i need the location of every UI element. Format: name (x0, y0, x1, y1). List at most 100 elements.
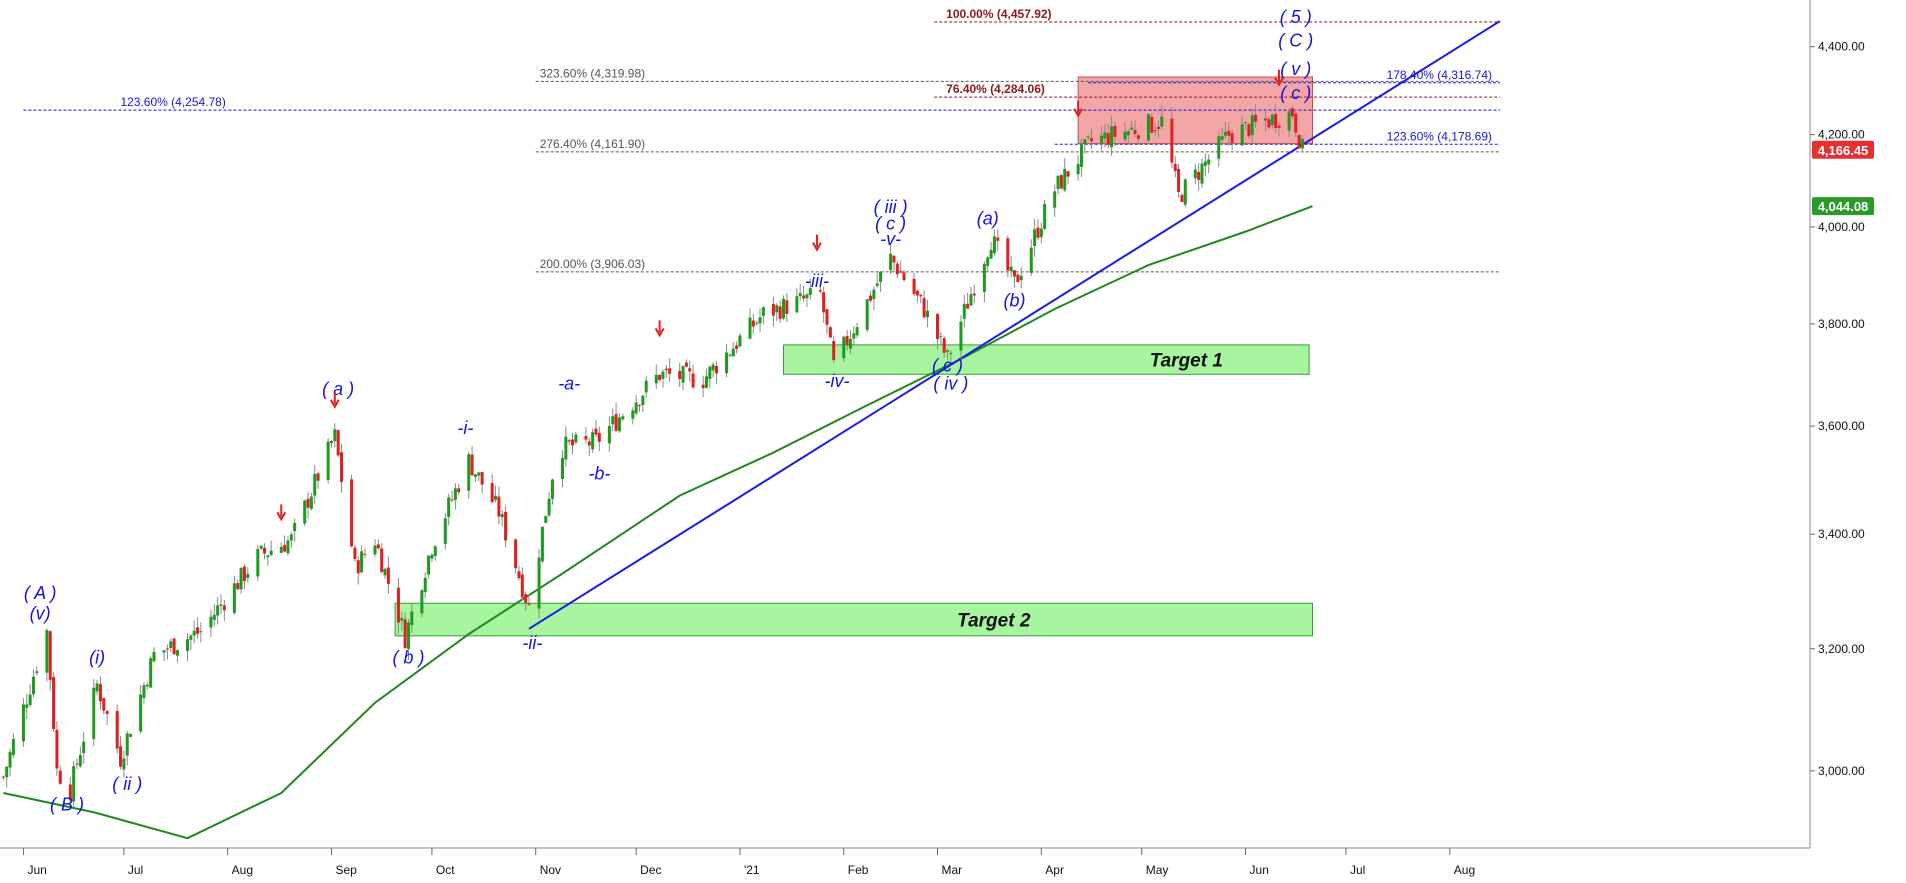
candle-body (35, 671, 39, 674)
candle-body (547, 498, 551, 516)
candle-body (340, 452, 344, 483)
candle-body (725, 352, 729, 374)
candle-body (922, 298, 926, 318)
arrows-layer (276, 69, 1284, 522)
trendline (528, 20, 1501, 630)
candle-body (78, 755, 82, 767)
candle-body (982, 263, 986, 292)
wave-label: (i) (89, 648, 105, 668)
candle-body (125, 733, 129, 756)
candle-body (771, 303, 775, 316)
candle-body (1036, 227, 1040, 238)
candle-body (614, 414, 618, 431)
candle-body (875, 283, 879, 287)
wave-label: ( a ) (322, 379, 354, 399)
candle-body (266, 555, 270, 558)
candle-body (28, 694, 32, 705)
fib-level-label: 200.00% (3,906.03) (540, 257, 645, 271)
candle-body (1113, 126, 1117, 137)
candle-body (869, 295, 873, 301)
candle-body (1056, 175, 1060, 190)
wave-label: ( c ) (875, 213, 906, 233)
candle-body (75, 763, 79, 765)
moving-average-line (3, 205, 1313, 840)
candle-body (457, 488, 461, 493)
candle-body (1133, 130, 1137, 135)
candle-body (607, 426, 611, 444)
wave-label: -v- (880, 229, 901, 249)
candle-body (1019, 275, 1023, 281)
candle-body (259, 545, 263, 549)
candle-body (152, 651, 156, 662)
candle-body (966, 303, 970, 309)
candle-body (420, 590, 424, 614)
candle-body (316, 473, 320, 481)
candle-body (684, 362, 688, 367)
candle-body (962, 303, 966, 319)
candle-body (450, 499, 454, 501)
candle-body (818, 289, 822, 292)
candle-body (430, 554, 434, 559)
candle-body (872, 289, 876, 300)
y-axis: 3,000.00 3,200.00 3,400.00 3,600.00 3,800.00… (1809, 0, 1865, 848)
candle-body (902, 272, 906, 281)
candle-body (326, 441, 330, 480)
y-tick-label: 3,400.00 (1818, 527, 1865, 541)
candle-body (453, 488, 457, 500)
candle-body (216, 605, 220, 616)
price-badge (1812, 197, 1874, 216)
candle-body (1183, 179, 1187, 205)
wave-label: (a) (977, 209, 999, 229)
candle-body (1059, 175, 1063, 189)
candle-body (380, 548, 384, 573)
candle-body (1110, 126, 1114, 148)
candle-body (350, 479, 354, 547)
candle-body (889, 253, 893, 271)
y-tick-label: 4,400.00 (1818, 40, 1865, 54)
candle-body (1267, 119, 1271, 128)
candle-body (925, 310, 929, 318)
candle-body (52, 677, 56, 730)
candle-body (1079, 143, 1083, 167)
candle-body (802, 295, 806, 299)
down-arrow-icon (329, 391, 340, 409)
candle-body (654, 374, 658, 384)
candle-body (212, 614, 216, 620)
candle-body (688, 368, 692, 372)
candle-body (490, 483, 494, 503)
candle-body (279, 546, 283, 553)
candle-body (139, 694, 143, 732)
candle-body (969, 294, 973, 306)
candle-body (406, 622, 410, 649)
candle-body (82, 741, 86, 754)
candle-body (1247, 124, 1251, 137)
candle-body (574, 434, 578, 443)
candle-body (58, 770, 62, 784)
x-tick-label: Nov (540, 863, 561, 877)
wave-label: -b- (588, 463, 610, 483)
x-tick-label: Oct (436, 863, 455, 877)
price-badge-label: 4,044.08 (1818, 199, 1869, 214)
x-tick-label: Jun (1250, 863, 1269, 877)
candle-body (1043, 203, 1047, 229)
candle-body (892, 255, 896, 263)
candle-body (196, 627, 200, 634)
candle-body (92, 687, 96, 739)
candle-body (313, 474, 317, 496)
target-zone (394, 602, 1313, 637)
candle-body (832, 341, 836, 361)
wave-labels-layer: ( A )(v) ( B ) (i) ( ii ) ( a ) ( b ) -i- -ii- -… (24, 7, 1313, 814)
candle-body (514, 539, 518, 569)
candle-body (8, 751, 12, 768)
candle-body (949, 352, 953, 355)
candle-body (989, 249, 993, 259)
candle-body (848, 339, 852, 349)
candle-body (95, 683, 99, 692)
candle-body (842, 336, 846, 359)
y-tick-label: 3,000.00 (1818, 764, 1865, 778)
candle-body (1207, 159, 1211, 165)
x-tick-label: Jun (27, 863, 46, 877)
candle-body (172, 638, 176, 655)
y-tick-label: 3,200.00 (1818, 642, 1865, 656)
